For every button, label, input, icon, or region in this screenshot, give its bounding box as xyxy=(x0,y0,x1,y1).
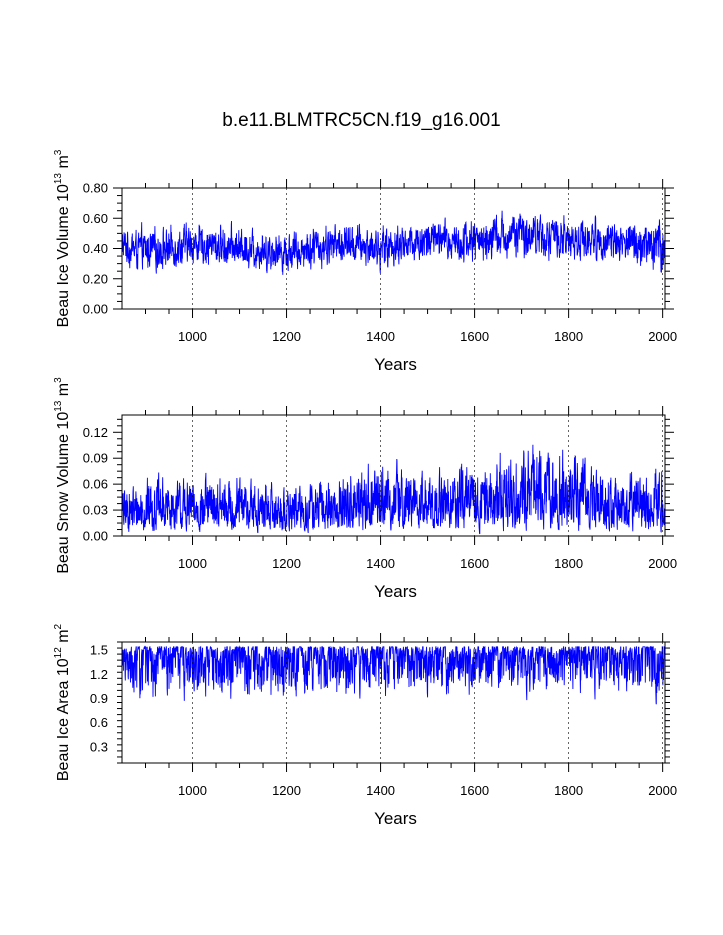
ice-area-series-line xyxy=(122,645,665,705)
y-tick-label: 1.5 xyxy=(90,643,108,658)
y-tick-label: 0.09 xyxy=(83,451,108,466)
y-tick-label: 0.12 xyxy=(83,425,108,440)
x-tick-label: 2000 xyxy=(648,783,677,798)
x-tick-label: 2000 xyxy=(648,329,677,344)
ice-area-panel: 1000 1200 1400 1600 1800 2000 0.3 0.6 0.9 1.2 1.5 Y… xyxy=(53,623,677,828)
y-tick-label: 0.80 xyxy=(83,181,108,196)
x-tick-label: 1200 xyxy=(272,783,301,798)
x-tick-label: 1200 xyxy=(272,329,301,344)
x-tick-label: 1600 xyxy=(460,783,489,798)
y-axis-title: Beau Ice Area 1012 m2 xyxy=(53,623,72,781)
y-tick-label: 1.2 xyxy=(90,667,108,682)
snow-volume-series-line xyxy=(122,444,665,535)
snow-volume-panel: 1000 1200 1400 1600 1800 2000 0.00 0.03 0.06 0.09… xyxy=(53,377,677,601)
y-tick-label: 0.60 xyxy=(83,211,108,226)
x-tick-label: 1600 xyxy=(460,556,489,571)
x-tick-label: 1800 xyxy=(554,329,583,344)
x-tick-label: 1000 xyxy=(178,556,207,571)
y-tick-label: 0.00 xyxy=(83,529,108,544)
y-tick-label: 0.06 xyxy=(83,477,108,492)
x-axis-title: Years xyxy=(374,355,417,374)
x-tick-label: 1800 xyxy=(554,783,583,798)
ice-volume-series-line xyxy=(122,210,665,275)
x-tick-label: 1400 xyxy=(366,556,395,571)
y-tick-label: 0.40 xyxy=(83,241,108,256)
x-tick-label: 1800 xyxy=(554,556,583,571)
y-tick-label: 0.20 xyxy=(83,271,108,286)
x-tick-label: 1000 xyxy=(178,783,207,798)
x-tick-label: 2000 xyxy=(648,556,677,571)
x-tick-label: 1600 xyxy=(460,329,489,344)
y-axis-title: Beau Ice Volume 1013 m3 xyxy=(53,149,72,327)
y-tick-label: 0.00 xyxy=(83,302,108,317)
y-tick-label: 0.6 xyxy=(90,715,108,730)
page-title: b.e11.BLMTRC5CN.f19_g16.001 xyxy=(222,110,501,131)
y-axis-title: Beau Snow Volume 1013 m3 xyxy=(53,377,72,574)
ice-volume-panel: 1000 1200 1400 1600 1800 2000 0.00 0.20 0.40 0.60… xyxy=(53,149,677,374)
x-tick-label: 1400 xyxy=(366,783,395,798)
x-tick-label: 1400 xyxy=(366,329,395,344)
x-axis-title: Years xyxy=(374,809,417,828)
x-tick-label: 1000 xyxy=(178,329,207,344)
y-tick-label: 0.03 xyxy=(83,503,108,518)
snow-volume-plot-frame xyxy=(121,414,666,537)
y-tick-label: 0.9 xyxy=(90,691,108,706)
x-tick-label: 1200 xyxy=(272,556,301,571)
y-tick-label: 0.3 xyxy=(90,739,108,754)
x-axis-title: Years xyxy=(374,582,417,601)
